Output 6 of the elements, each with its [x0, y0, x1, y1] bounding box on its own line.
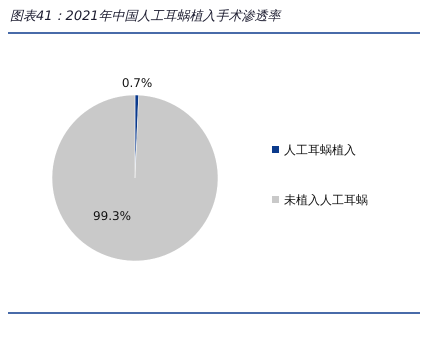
data-label: 99.3%	[92, 208, 132, 223]
pie-slice	[52, 94, 218, 262]
chart-title: 图表41：2021年中国人工耳蜗植入手术渗透率	[10, 8, 283, 24]
data-label: 0.7%	[122, 76, 152, 90]
legend-label: 未植入人工耳蜗	[284, 193, 368, 208]
legend-label: 人工耳蜗植入	[284, 143, 356, 158]
